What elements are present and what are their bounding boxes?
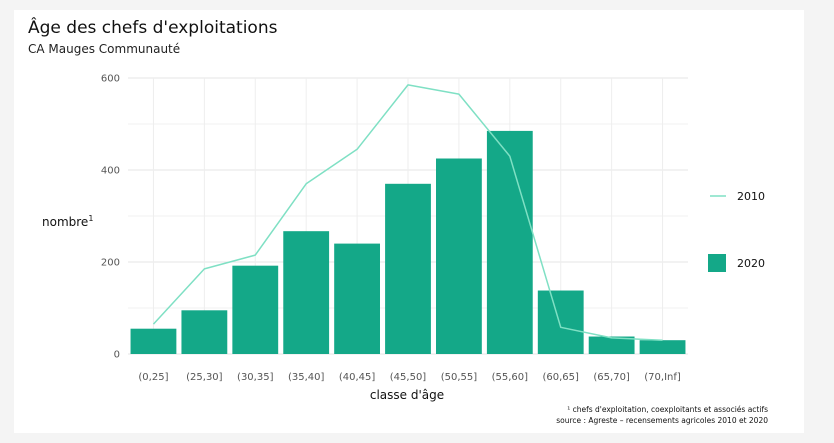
x-tick-label: (45,50] (390, 372, 427, 383)
y-axis-title-sup: 1 (88, 214, 93, 223)
legend-label-2010: 2010 (737, 190, 765, 203)
x-tick-label: (70,Inf] (644, 372, 681, 383)
x-tick-label: (30,35] (237, 372, 274, 383)
bar-2020 (639, 340, 686, 354)
chart-subtitle: CA Mauges Communauté (28, 42, 181, 56)
bar-2020 (283, 231, 330, 354)
y-axis-title-text: nombre (42, 215, 88, 229)
bar-2020 (130, 328, 177, 354)
bar-2020 (436, 158, 482, 354)
x-tick-label: (35,40] (288, 372, 325, 383)
footnote: ¹ chefs d'exploitation, coexploitants et… (567, 405, 768, 414)
x-tick-label: (40,45] (339, 372, 376, 383)
bar-2020 (588, 336, 635, 354)
source-note: source : Agreste – recensements agricole… (556, 416, 768, 425)
y-tick-label: 200 (101, 258, 120, 269)
legend-label-2020: 2020 (737, 257, 765, 270)
legend-swatch-2020 (708, 254, 726, 272)
bars-2020 (130, 130, 686, 354)
x-tick-label: (25,30] (186, 372, 223, 383)
legend: 2010 2020 (708, 190, 765, 272)
y-tick-label: 600 (101, 74, 120, 85)
x-tick-label: (60,65] (543, 372, 580, 383)
bar-2020 (486, 130, 533, 354)
x-tick-label: (50,55] (441, 372, 478, 383)
x-axis-title: classe d'âge (370, 388, 444, 402)
bar-2020 (181, 310, 228, 354)
chart-title: Âge des chefs d'exploitations (28, 18, 278, 38)
x-tick-label: (65,70] (593, 372, 630, 383)
bar-2020 (385, 183, 431, 354)
y-tick-label: 0 (114, 350, 120, 361)
x-tick-label: (55,60] (492, 372, 529, 383)
grid (128, 77, 688, 355)
tick-labels: 0 200 400 600 (0,25] (25,30] (30,35] (35,40] (40… (101, 74, 681, 384)
y-tick-label: 400 (101, 166, 120, 177)
x-tick-label: (0,25] (138, 372, 168, 383)
bar-2020 (334, 243, 380, 354)
bar-2020 (232, 265, 279, 354)
y-axis-title: nombre1 (42, 214, 93, 229)
line-2010 (152, 84, 663, 341)
series-line-2010 (152, 84, 663, 341)
bar-2020 (537, 290, 584, 354)
